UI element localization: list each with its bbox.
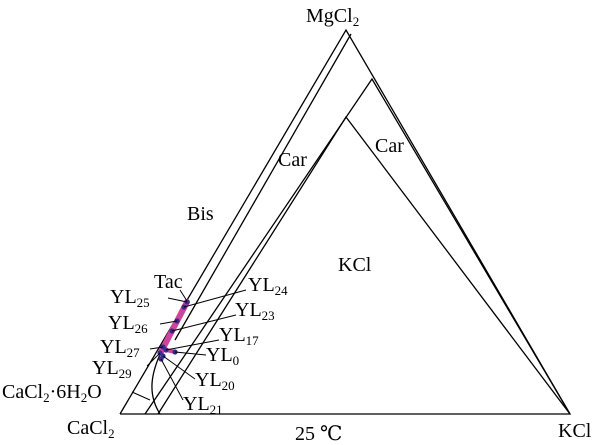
temperature-label: 25 ℃ bbox=[295, 423, 342, 445]
point-label-yl24: YL24 bbox=[248, 274, 288, 298]
leader-yl24 bbox=[183, 289, 247, 308]
leader-yl21 bbox=[160, 358, 184, 401]
leader-yl17 bbox=[165, 339, 220, 351]
region-label-car-inner: Car bbox=[278, 149, 307, 171]
point-label-yl21: YL21 bbox=[183, 393, 223, 417]
cacl2-hydrate-boundary bbox=[151, 349, 163, 415]
vertex-label-kcl: KCl bbox=[558, 420, 592, 442]
leader-yl0 bbox=[174, 351, 207, 356]
point-label-yl27: YL27 bbox=[100, 336, 140, 360]
vertex-label-mgcl2: MgCl2 bbox=[306, 5, 359, 29]
region-label-car-outer: Car bbox=[375, 135, 404, 157]
leader-lines bbox=[131, 289, 247, 401]
point-label-yl25: YL25 bbox=[110, 286, 150, 310]
car-boundary bbox=[144, 77, 571, 415]
kcl-boundary bbox=[157, 115, 571, 415]
leader-yl23 bbox=[171, 314, 237, 332]
region-label-bis: Bis bbox=[187, 203, 214, 225]
point-label-yl20: YL20 bbox=[195, 369, 235, 393]
leader-yl26 bbox=[159, 320, 178, 325]
leader-tac bbox=[179, 289, 188, 302]
leader-yl29 bbox=[146, 352, 161, 367]
leader-yl27 bbox=[149, 346, 164, 350]
leader-yl25 bbox=[167, 297, 188, 303]
highlight-segment bbox=[158, 299, 190, 355]
point-label-yl29: YL29 bbox=[92, 357, 132, 381]
bis-boundary-line bbox=[174, 33, 352, 341]
point-label-yl0: YL0 bbox=[206, 344, 239, 368]
point-label-yl26: YL26 bbox=[108, 312, 148, 336]
point-label-yl23: YL23 bbox=[235, 299, 275, 323]
outer-triangle bbox=[119, 28, 572, 415]
leader-yl20 bbox=[162, 355, 196, 380]
region-label-tac: Tac bbox=[154, 271, 183, 293]
region-label-cacl2-hydrate: CaCl2·6H2O bbox=[2, 381, 102, 405]
region-label-kcl: KCl bbox=[338, 254, 372, 276]
vertex-label-cacl2: CaCl2 bbox=[67, 417, 115, 441]
leader-cacl2-hydrate bbox=[131, 391, 151, 401]
point-label-yl17: YL17 bbox=[219, 324, 259, 348]
